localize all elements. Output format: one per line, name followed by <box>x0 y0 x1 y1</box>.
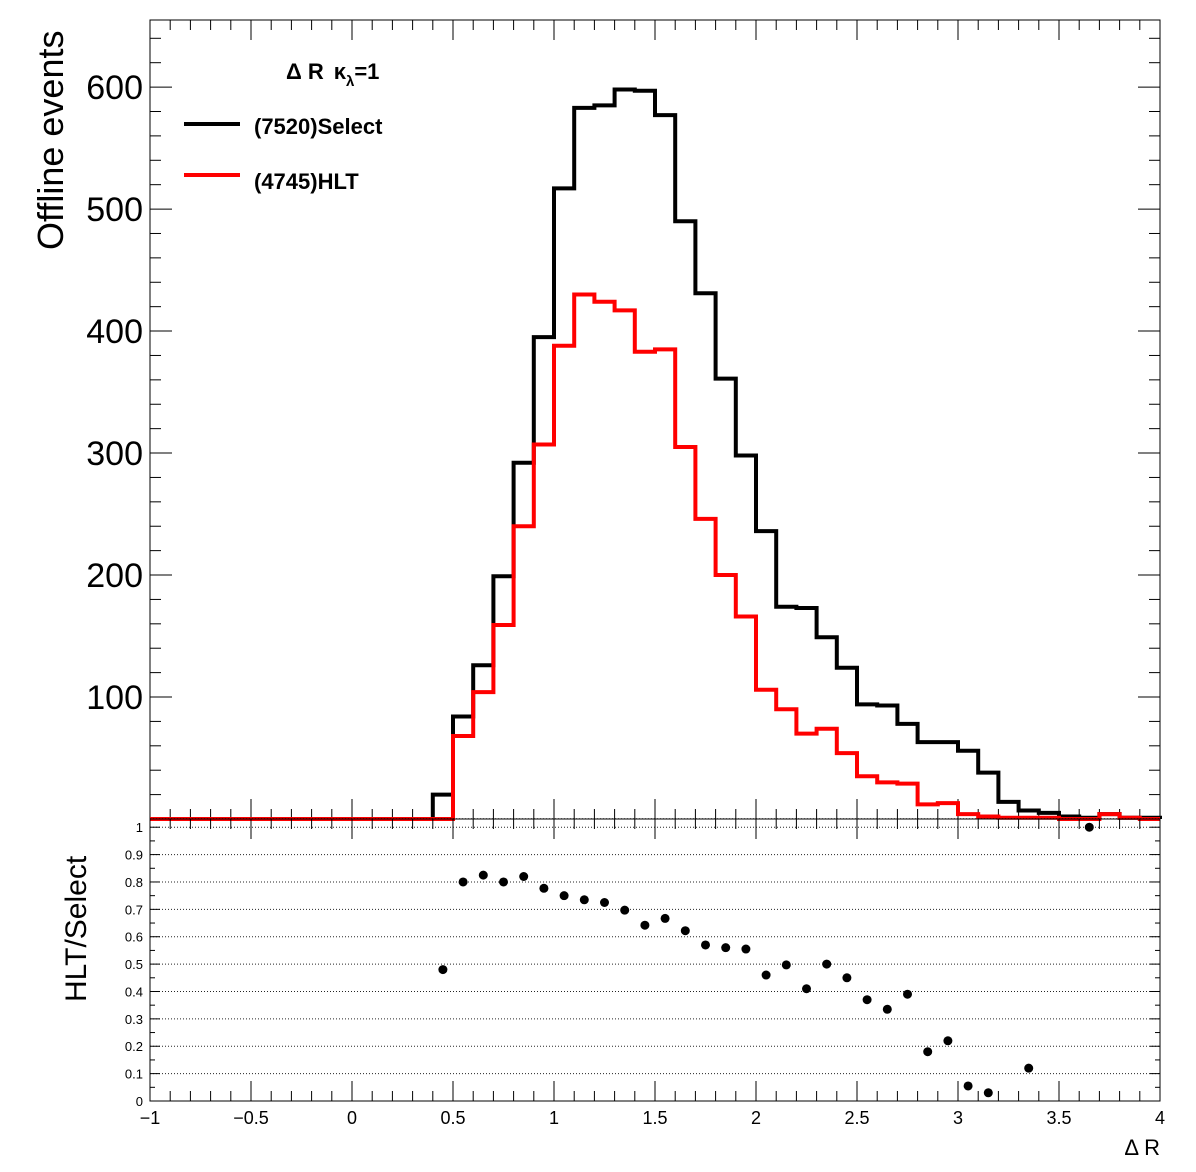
ratio-y-tick-label: 0.4 <box>125 984 143 999</box>
ratio-y-tick-label: 0.2 <box>125 1039 143 1054</box>
ratio-point <box>741 944 751 954</box>
ratio-point <box>862 995 872 1005</box>
legend-title-delta: Δ <box>286 59 302 84</box>
ratio-point <box>842 973 852 983</box>
ratio-point <box>923 1047 933 1057</box>
x-tick-label: 1.5 <box>642 1108 667 1128</box>
ratio-frame <box>149 818 1161 1102</box>
x-axis-label-delta: Δ <box>1124 1135 1139 1160</box>
histogram-y-tick-label: 500 <box>86 191 143 229</box>
legend-title-r: R <box>308 59 324 84</box>
ratio-y-axis-label: HLT/Select <box>60 855 93 1002</box>
ratio-point <box>640 920 650 930</box>
ratio-point <box>539 883 549 893</box>
ratio-point <box>438 965 448 975</box>
x-tick-label: 0 <box>347 1108 357 1128</box>
ratio-y-tick-label: 0.1 <box>125 1067 143 1082</box>
ratio-point <box>882 1004 892 1014</box>
ratio-point <box>761 970 771 980</box>
histogram-y-tick-label: 100 <box>86 679 143 717</box>
x-tick-label: 3 <box>953 1108 963 1128</box>
ratio-point <box>822 959 832 969</box>
legend-select-label: (7520)Select <box>254 114 383 139</box>
x-tick-label: 1 <box>549 1108 559 1128</box>
ratio-y-tick-label: 1 <box>136 820 143 835</box>
ratio-point <box>903 989 912 999</box>
legend-title-lambda: λ <box>346 73 355 90</box>
histogram-axis-ticks <box>149 20 1161 819</box>
ratio-point <box>802 984 811 994</box>
ratio-point <box>701 940 710 950</box>
histogram-y-tick-label: 400 <box>86 313 143 351</box>
ratio-y-tick-label: 0.7 <box>125 902 143 917</box>
legend-hlt-label: (4745)HLT <box>254 169 359 194</box>
histogram-y-tick-label: 600 <box>86 69 143 107</box>
x-axis-label-r: R <box>1144 1135 1160 1160</box>
ratio-y-tick-label: 0.6 <box>125 930 143 945</box>
ratio-point <box>620 905 630 915</box>
x-tick-label: 0.5 <box>440 1108 465 1128</box>
ratio-y-tick-label: 0.8 <box>125 875 143 890</box>
histogram-line-select <box>150 87 1162 821</box>
ratio-point <box>478 870 488 880</box>
ratio-axis-ticks <box>149 819 1161 1102</box>
ratio-gridlines <box>150 818 1160 1075</box>
ratio-y-tick-label: 0 <box>136 1094 143 1109</box>
ratio-point <box>458 877 468 887</box>
ratio-y-tick-label: 0.9 <box>125 848 143 863</box>
ratio-points <box>438 822 1094 1098</box>
histogram-y-axis-label: Offline events <box>30 31 71 250</box>
x-tick-label: 2.5 <box>844 1108 869 1128</box>
x-tick-label: 4 <box>1155 1108 1165 1128</box>
legend-title-kappa: κ <box>334 59 347 84</box>
histogram-y-tick-labels: 100 200 300 400 500 600 <box>86 69 143 717</box>
ratio-point <box>680 926 690 936</box>
histogram-y-tick-label: 200 <box>86 557 143 595</box>
x-tick-labels: −1 −0.5 0 0.5 1 1.5 2 2.5 3 3.5 4 <box>140 1108 1165 1128</box>
x-tick-label: 3.5 <box>1046 1108 1071 1128</box>
ratio-point <box>579 895 589 905</box>
histogram-y-tick-label: 300 <box>86 435 143 473</box>
histogram-line-hlt <box>150 292 1160 821</box>
ratio-y-tick-labels: 0 0.1 0.2 0.3 0.4 0.5 0.6 0.7 0.8 0.9 1 <box>125 820 143 1109</box>
ratio-y-tick-label: 0.5 <box>125 957 143 972</box>
ratio-point <box>721 943 731 953</box>
ratio-point <box>559 891 569 901</box>
ratio-point <box>983 1088 993 1098</box>
ratio-panel: 0 0.1 0.2 0.3 0.4 0.5 0.6 0.7 0.8 0.9 1 −1 −0.5 0 0.5… <box>60 818 1165 1160</box>
x-tick-label: −1 <box>140 1108 161 1128</box>
ratio-point <box>519 871 529 881</box>
ratio-point <box>499 877 508 887</box>
ratio-point <box>781 960 791 970</box>
ratio-y-tick-label: 0.3 <box>125 1012 143 1027</box>
ratio-point <box>1084 822 1094 832</box>
ratio-point <box>943 1036 953 1046</box>
legend-title-equals: =1 <box>354 59 379 84</box>
histogram-series <box>150 87 1162 821</box>
ratio-point <box>963 1081 973 1091</box>
histogram-frame <box>149 19 1161 820</box>
ratio-point <box>600 898 609 908</box>
x-tick-label: 2 <box>751 1108 761 1128</box>
ratio-point <box>660 913 670 923</box>
x-tick-label: −0.5 <box>233 1108 269 1128</box>
ratio-point <box>1024 1063 1034 1073</box>
